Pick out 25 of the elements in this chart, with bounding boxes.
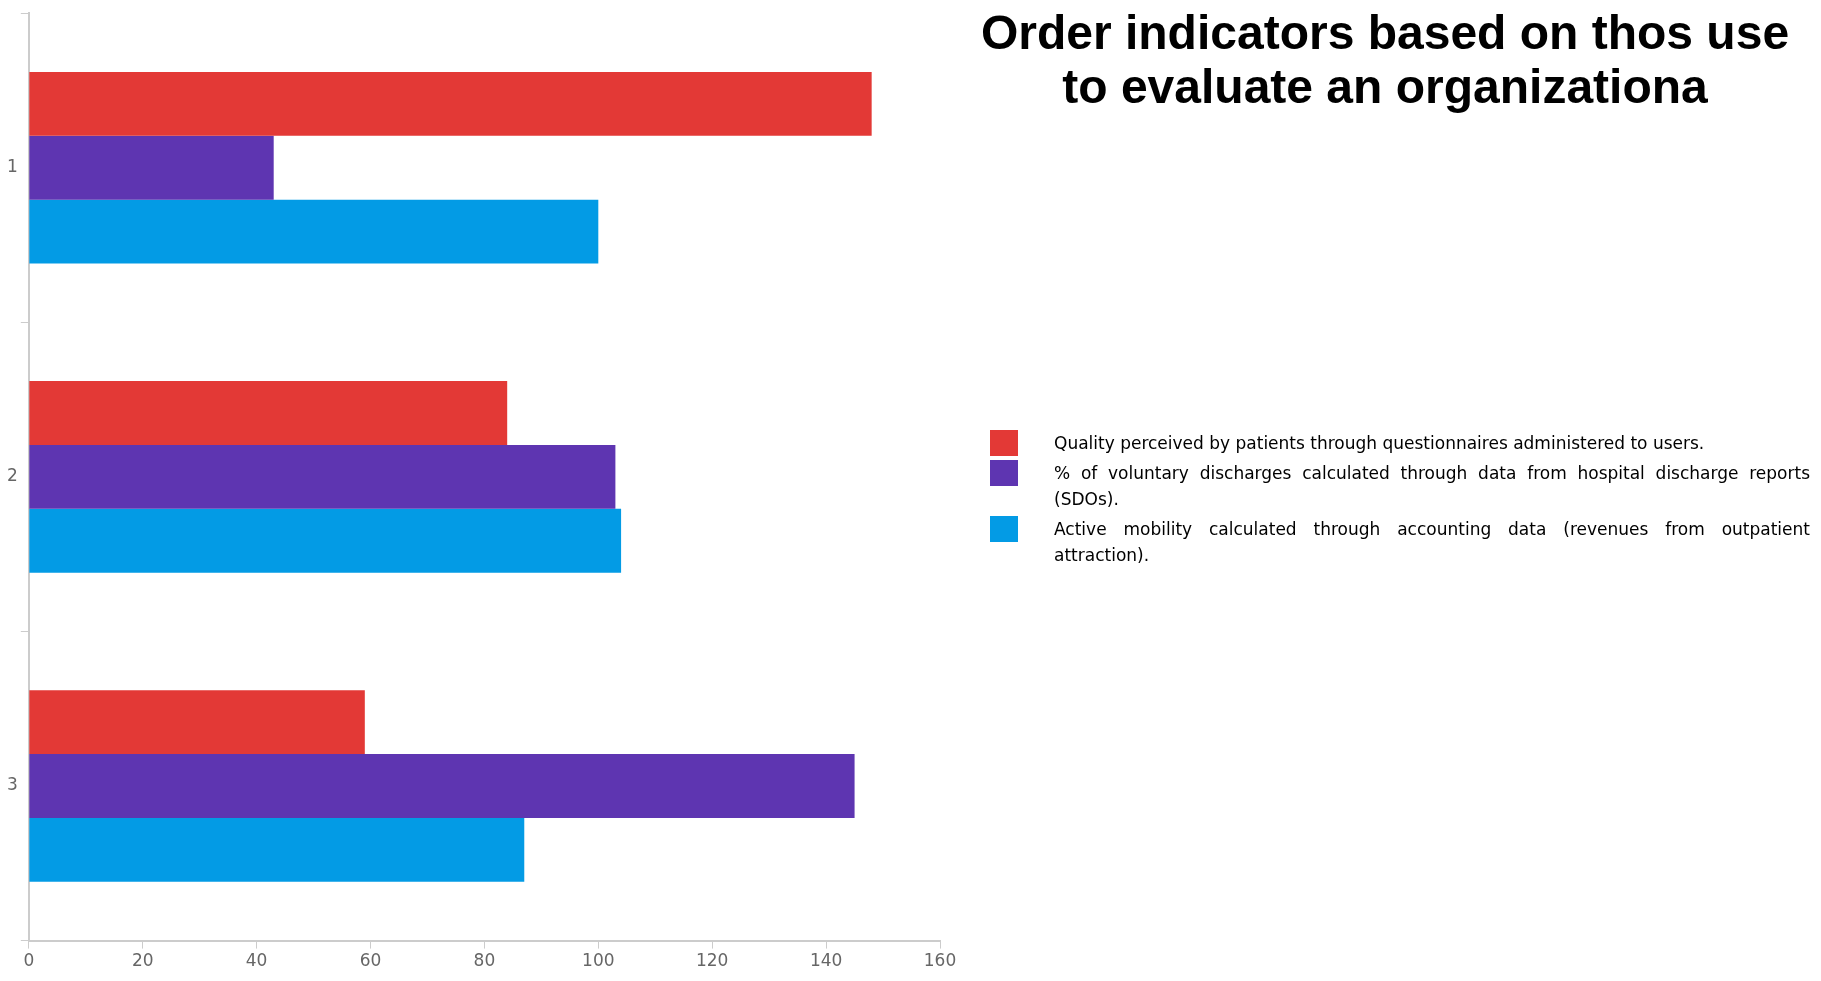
- x-tick-label: 80: [473, 950, 496, 971]
- y-tick-label: 1: [6, 156, 18, 177]
- bar: [29, 508, 622, 573]
- bar: [29, 690, 365, 755]
- x-tick-label: 100: [582, 950, 615, 971]
- x-tick-label: 160: [923, 950, 957, 971]
- legend-label: % of voluntary discharges calculated through data from hospital discharge reports (SDOs).: [1054, 462, 1810, 511]
- bar: [29, 754, 855, 818]
- y-tick-label: 3: [6, 774, 18, 795]
- x-tick-label: 140: [809, 950, 843, 971]
- x-tick-label: 40: [245, 950, 268, 971]
- y-tick-label: 2: [6, 465, 18, 486]
- text: Order indicators based on thos use to evaluate an organizationa: [979, 6, 1791, 114]
- legend-label: Quality perceived by patients through questionnaires administered to users.: [1054, 432, 1705, 455]
- x-tick-label: 20: [131, 950, 154, 971]
- legend-label: Active mobility calculated through accounting data (revenues from outpatient attraction).: [1054, 518, 1810, 567]
- x-tick-label: 60: [359, 950, 382, 971]
- x-tick-label: 0: [23, 950, 35, 971]
- x-tick-label: 120: [695, 950, 729, 971]
- bar: [29, 135, 274, 200]
- bar: [29, 817, 525, 882]
- bar: [29, 199, 599, 264]
- bar: [29, 71, 872, 136]
- bar: [29, 444, 616, 509]
- bar: [29, 381, 508, 445]
